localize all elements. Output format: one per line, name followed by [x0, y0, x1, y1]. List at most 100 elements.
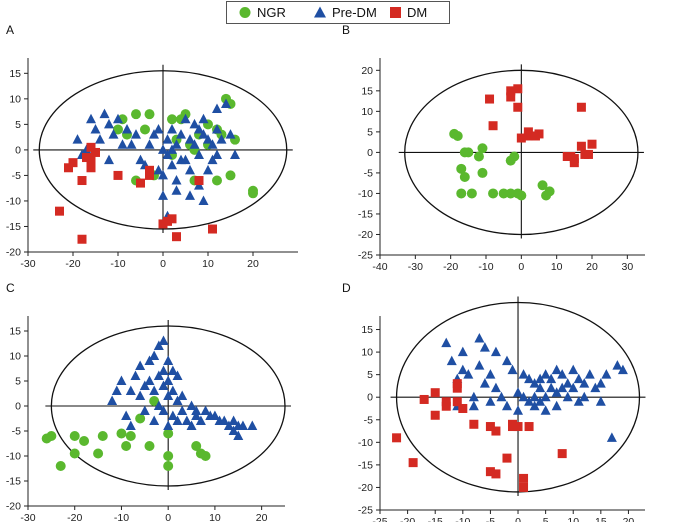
- point-dm-a: [86, 142, 96, 152]
- x-tick-label-d: 5: [543, 516, 549, 522]
- y-tick-label-a: 0: [15, 144, 21, 156]
- point-predm-c: [158, 380, 169, 390]
- point-predm-d: [513, 405, 524, 415]
- point-predm-d: [540, 391, 551, 402]
- y-tick-label-c: 15: [9, 326, 21, 338]
- point-predm-a: [104, 154, 114, 165]
- point-ngr-b: [516, 190, 527, 201]
- point-dm-d: [441, 397, 451, 407]
- point-ngr-a: [230, 134, 240, 145]
- point-dm-b: [580, 149, 590, 159]
- point-predm-d: [562, 391, 573, 402]
- point-predm-c: [237, 420, 248, 430]
- point-dm-d: [419, 394, 429, 404]
- legend-dm-label: DM: [407, 5, 427, 20]
- point-ngr-a: [117, 114, 128, 125]
- x-tick-label-c: -10: [114, 512, 129, 522]
- point-predm-a: [212, 149, 222, 159]
- panel-label-a: A: [6, 23, 14, 37]
- point-predm-a: [185, 134, 195, 144]
- point-predm-c: [158, 365, 169, 375]
- point-dm-d: [491, 426, 501, 436]
- point-ngr-a: [194, 129, 204, 140]
- point-dm-b: [516, 133, 526, 143]
- point-ngr-a: [167, 150, 177, 160]
- x-tick-label-b: 20: [586, 261, 598, 273]
- point-ngr-c: [55, 461, 66, 471]
- point-ngr-a: [144, 109, 155, 120]
- y-tick-label-c: -10: [6, 451, 21, 463]
- y-tick-label-b: 0: [367, 147, 373, 159]
- point-dm-d: [491, 469, 501, 479]
- point-predm-a: [140, 159, 150, 170]
- point-predm-c: [158, 335, 169, 345]
- point-dm-d: [485, 467, 495, 477]
- y-tick-label-b: 10: [361, 106, 373, 118]
- x-tick-label-b: 10: [551, 261, 563, 273]
- y-tick-label-a: 10: [9, 93, 21, 105]
- point-predm-c: [200, 405, 211, 415]
- point-dm-d: [458, 403, 468, 413]
- point-ngr-b: [537, 180, 548, 191]
- point-dm-b: [562, 152, 572, 161]
- y-tick-label-c: 10: [9, 351, 21, 363]
- point-dm-b: [488, 121, 498, 131]
- point-predm-d: [540, 405, 551, 415]
- point-dm-d: [508, 419, 517, 429]
- point-predm-c: [209, 410, 220, 420]
- y-tick-label-d: 15: [361, 324, 373, 336]
- point-dm-a: [77, 176, 87, 186]
- point-predm-a: [203, 164, 213, 175]
- point-dm-a: [91, 147, 100, 157]
- point-predm-a: [162, 210, 173, 221]
- y-tick-label-c: -15: [6, 476, 21, 488]
- point-ngr-c: [97, 431, 108, 441]
- point-ngr-a: [131, 175, 141, 186]
- point-predm-c: [121, 410, 132, 420]
- point-predm-d: [524, 373, 535, 384]
- point-predm-c: [205, 410, 216, 420]
- confidence-ellipse-c: [50, 325, 286, 487]
- point-predm-d: [446, 355, 457, 366]
- point-ngr-c: [125, 431, 136, 441]
- confidence-ellipse-b: [404, 69, 639, 236]
- point-predm-a: [126, 139, 137, 149]
- point-predm-d: [612, 360, 623, 370]
- point-predm-c: [163, 420, 174, 430]
- point-predm-a: [225, 129, 236, 139]
- point-predm-d: [474, 360, 485, 370]
- point-ngr-a: [171, 134, 182, 145]
- point-dm-b: [513, 102, 523, 112]
- point-predm-c: [223, 420, 234, 430]
- point-dm-b: [569, 154, 579, 164]
- point-predm-d: [518, 369, 529, 379]
- point-predm-d: [601, 369, 612, 379]
- x-tick-label-c: 10: [209, 512, 221, 522]
- point-ngr-c: [149, 396, 160, 406]
- point-ngr-b: [459, 147, 470, 158]
- point-dm-a: [145, 165, 154, 175]
- point-predm-c: [233, 420, 244, 430]
- point-predm-a: [194, 149, 204, 159]
- legend-svg: NGR Pre-DM DM: [239, 5, 427, 20]
- point-dm-a: [86, 155, 96, 165]
- point-predm-a: [104, 118, 114, 129]
- point-predm-c: [107, 395, 118, 405]
- point-predm-c: [181, 415, 192, 425]
- point-dm-d: [452, 383, 462, 393]
- point-predm-d: [441, 337, 452, 348]
- legend-predm-label: Pre-DM: [332, 5, 377, 20]
- point-dm-d: [519, 473, 529, 483]
- point-ngr-b: [456, 188, 467, 199]
- point-predm-c: [167, 385, 178, 395]
- point-predm-a: [153, 123, 164, 134]
- point-ngr-b: [541, 190, 552, 201]
- point-predm-d: [518, 391, 529, 402]
- point-dm-a: [68, 158, 78, 168]
- point-dm-d: [485, 422, 495, 432]
- point-predm-d: [513, 387, 524, 397]
- legend-predm-marker: [314, 6, 326, 18]
- point-ngr-a: [140, 124, 150, 135]
- point-predm-d: [490, 346, 501, 357]
